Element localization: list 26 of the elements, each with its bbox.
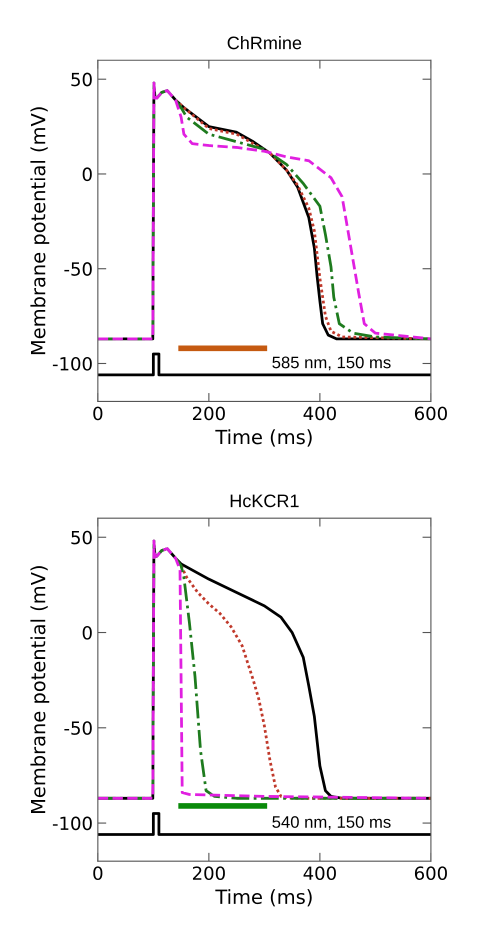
x-tick-label: 400 [304, 866, 336, 880]
chart-title: ChRmine [228, 36, 302, 50]
x-tick-label: 0 [93, 866, 102, 880]
annotation: 585 nm, 150 ms [272, 356, 391, 370]
chart-title: HcKCR1 [230, 494, 299, 508]
y-tick-label: -50 [64, 262, 92, 276]
x-axis-title: Time (ms) [215, 429, 312, 447]
y-axis-title: Membrane potential (mV) [30, 107, 50, 354]
y-axis-title: Membrane potential (mV) [30, 566, 50, 814]
x-tick-label: 200 [192, 866, 225, 880]
line-series [98, 540, 431, 800]
x-axis-title: Time (ms) [215, 889, 312, 906]
x-tick-label: 200 [192, 406, 225, 420]
line-series [98, 82, 431, 340]
y-tick-label: -100 [52, 356, 92, 371]
y-tick-label: 50 [71, 530, 92, 544]
x-tick-label: 400 [304, 406, 336, 420]
annotation: 540 nm, 150 ms [272, 816, 391, 830]
x-tick-label: 600 [414, 866, 447, 880]
y-tick-label: -50 [64, 721, 92, 735]
y-tick-label: 50 [71, 72, 92, 86]
x-tick-label: 600 [414, 406, 447, 420]
x-tick-label: 0 [93, 406, 102, 420]
y-tick-label: 0 [82, 167, 92, 182]
y-tick-label: -100 [52, 816, 92, 830]
y-tick-label: 0 [82, 626, 92, 640]
